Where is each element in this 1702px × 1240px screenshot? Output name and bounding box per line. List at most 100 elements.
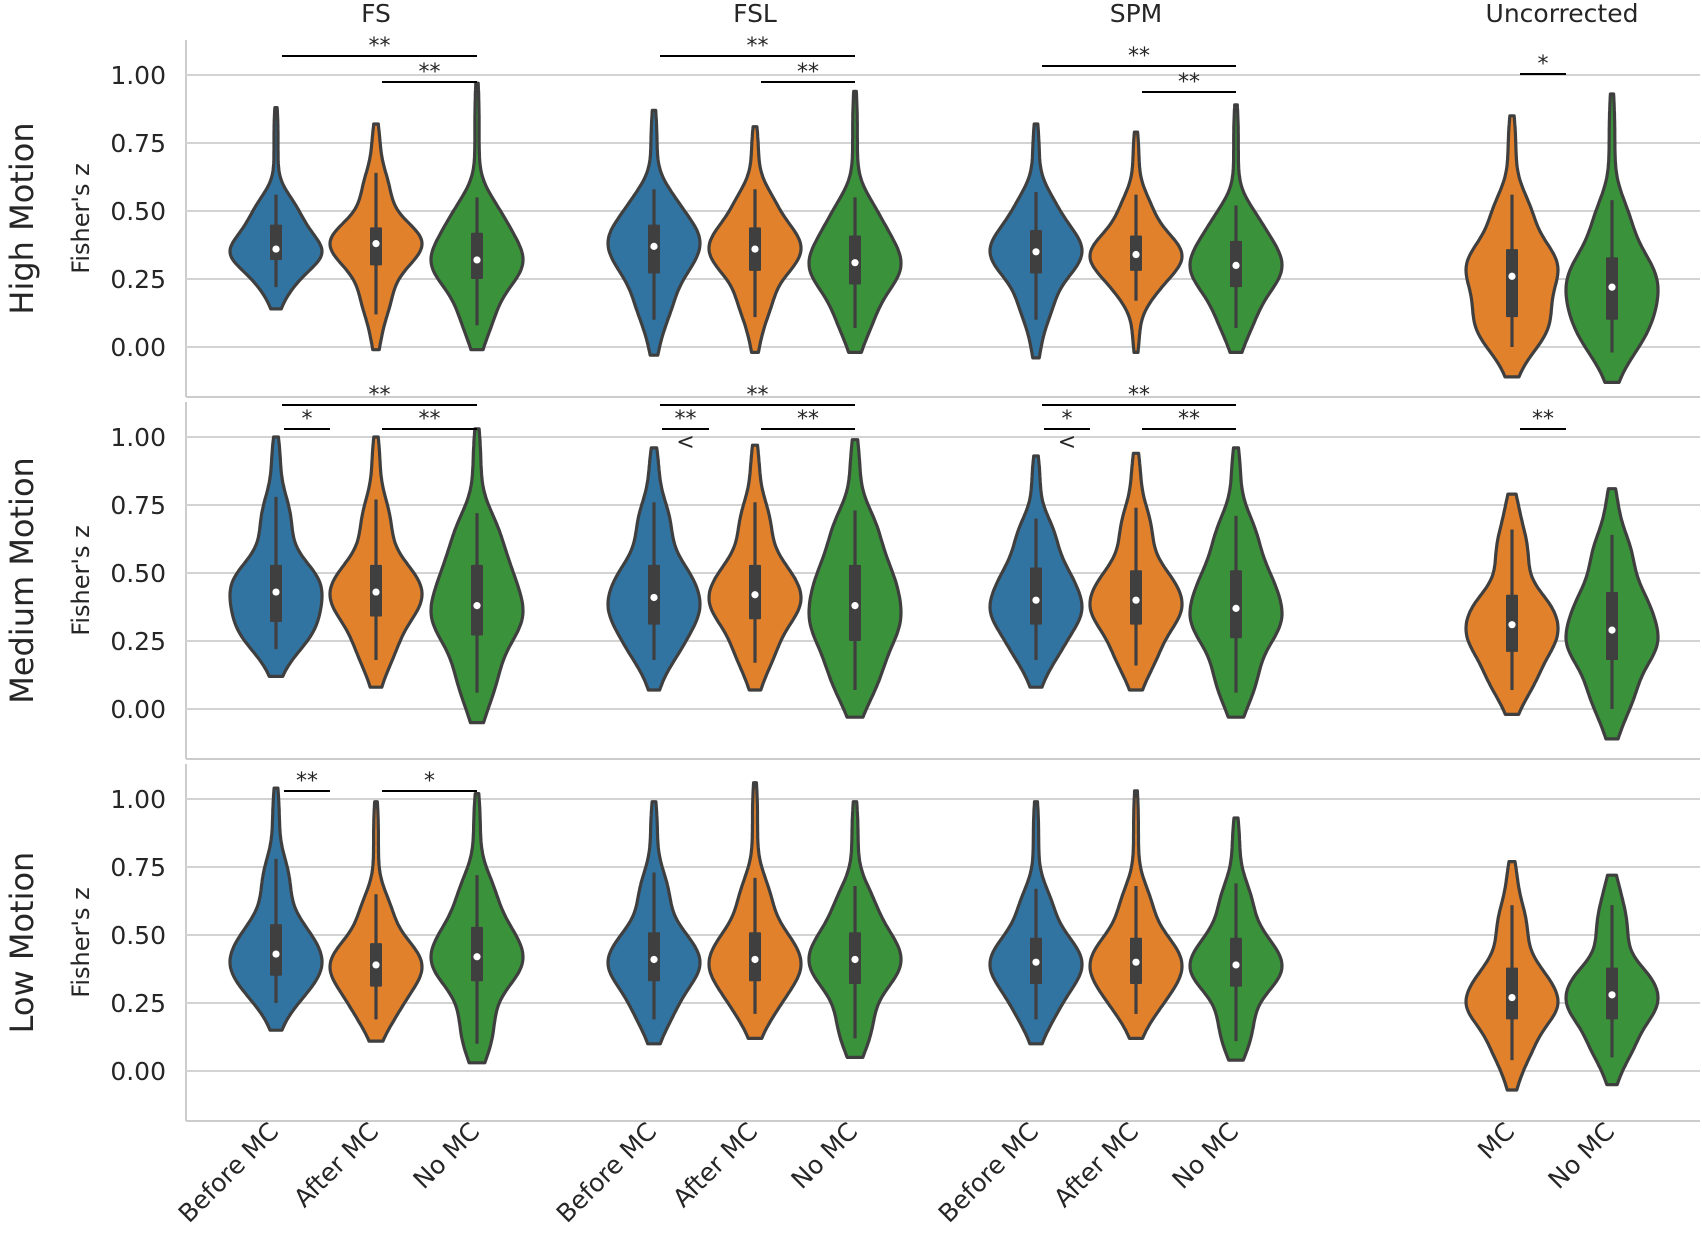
row-label: Low Motion [3,852,41,1034]
significance-label: ** [1128,383,1150,408]
y-tick-label: 0.00 [110,333,166,362]
x-tick-label: MC [1472,1117,1520,1165]
violin-median-dot [851,955,859,964]
significance-label: ** [1178,407,1200,432]
y-tick-label: 0.25 [110,265,166,294]
violin-median-dot [272,950,280,958]
y-tick-label: 1.00 [110,423,166,452]
violin-median-dot [1132,596,1140,604]
violin-median-dot [272,588,280,596]
y-tick-label: 1.00 [110,785,166,814]
column-header: Uncorrected [1486,0,1639,28]
y-axis-label: Fisher's z [67,887,95,997]
violin-median-dot [1232,961,1240,969]
violin-median-dot [851,259,859,267]
significance-label: ** [369,383,391,408]
violin-median-dot [473,602,481,610]
significance-label: * [424,769,435,794]
violin-iqr-box [270,924,282,976]
significance-label: ** [296,769,318,794]
violin-median-dot [372,240,380,248]
violin-median-dot [372,588,380,596]
significance-label: * [1538,52,1549,77]
violin-median-dot [272,245,280,253]
violin-iqr-box [471,564,483,636]
x-tick-label: Before MC [173,1117,285,1229]
violin-median-dot [1608,626,1616,634]
significance-label: * [1062,407,1073,432]
y-tick-label: 0.25 [110,627,166,656]
violin-iqr-box [471,232,483,279]
row-label: Medium Motion [3,457,41,704]
violin-median-dot [751,245,759,253]
row-label: High Motion [3,122,41,314]
x-tick-label: No MC [785,1117,863,1195]
violin-iqr-box [1230,570,1242,639]
significance-note: < [1058,430,1076,455]
significance-label: ** [419,407,441,432]
x-tick-label: After MC [667,1117,763,1213]
violin-median-dot [650,242,658,250]
significance-label: ** [1178,70,1200,95]
significance-label: * [302,407,313,432]
y-tick-label: 0.25 [110,989,166,1018]
significance-label: ** [797,407,819,432]
significance-label: ** [797,60,819,85]
x-tick-label: No MC [1542,1117,1620,1195]
violin-median-dot [751,955,759,964]
violin-iqr-box [1506,249,1518,318]
y-tick-label: 0.50 [110,921,166,950]
violin-median-dot [1132,958,1140,966]
x-tick-label: After MC [1048,1117,1144,1213]
y-axis-label: Fisher's z [67,163,95,273]
significance-note: < [676,430,694,455]
violin-median-dot [372,961,380,969]
x-tick-label: Before MC [933,1117,1045,1229]
violin-median-dot [650,593,658,602]
violin-median-dot [650,955,658,964]
violin-iqr-box [1030,567,1042,625]
y-tick-label: 0.75 [110,491,166,520]
violin-median-dot [1232,604,1240,612]
x-tick-label: No MC [1166,1117,1244,1195]
violin-iqr-box [270,224,282,260]
y-axis-label: Fisher's z [67,525,95,635]
significance-label: ** [1128,44,1150,69]
violin-median-dot [1232,261,1240,269]
x-tick-label: Before MC [551,1117,663,1229]
significance-label: ** [747,383,769,408]
violin-iqr-box [1606,592,1618,661]
violin-median-dot [851,602,859,610]
y-tick-label: 0.00 [110,695,166,724]
column-header: FSL [733,0,777,28]
violin-median-dot [1032,958,1040,966]
violin-median-dot [1608,991,1616,999]
violin-median-dot [1508,993,1516,1002]
significance-label: ** [747,34,769,59]
violin-median-dot [1032,596,1040,604]
violin-median-dot [1032,248,1040,256]
violin-iqr-box [1506,967,1518,1020]
significance-label: ** [1532,407,1554,432]
x-tick-label: After MC [288,1117,384,1213]
y-tick-label: 0.75 [110,853,166,882]
violin-median-dot [473,256,481,264]
y-tick-label: 0.00 [110,1057,166,1086]
column-header: FS [361,0,391,28]
x-tick-label: No MC [407,1117,485,1195]
violin-median-dot [1508,621,1516,629]
y-tick-label: 0.50 [110,197,166,226]
violin-median-dot [1608,283,1616,291]
significance-label: ** [369,34,391,59]
y-tick-label: 0.50 [110,559,166,588]
violin-median-dot [1508,272,1516,280]
violin-median-dot [473,953,481,961]
violin-median-dot [751,591,759,599]
significance-label: ** [419,60,441,85]
column-header: SPM [1110,0,1163,28]
y-tick-label: 1.00 [110,61,166,90]
violin-median-dot [1132,250,1140,259]
significance-label: ** [675,407,697,432]
